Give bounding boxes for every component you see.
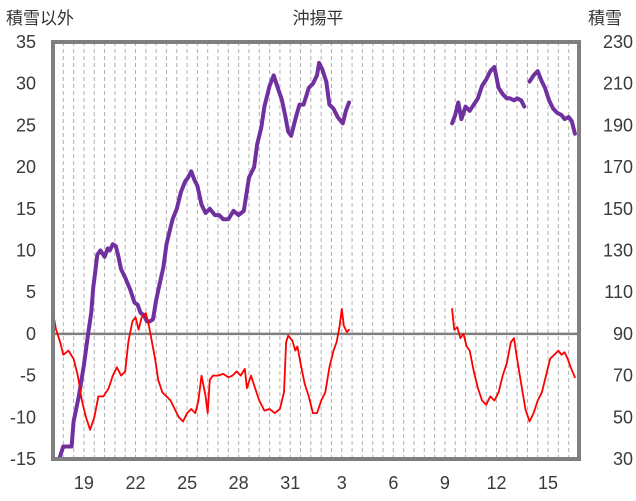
- y-left-tick-label: 15: [16, 199, 36, 219]
- y-left-tick-label: 35: [16, 32, 36, 52]
- y-left-tick-label: 0: [26, 324, 36, 344]
- x-tick-label: 19: [74, 473, 94, 493]
- y-right-tick-label: 150: [603, 199, 633, 219]
- right-axis-label: 積雪: [588, 9, 622, 29]
- plot-area-border: [51, 40, 581, 461]
- y-right-tick-label: 210: [603, 74, 633, 94]
- x-tick-label: 6: [388, 473, 398, 493]
- other-line-segment-2: [451, 308, 576, 423]
- y-right-tick-label: 130: [603, 241, 633, 261]
- x-tick-label: 3: [337, 473, 347, 493]
- y-right-tick-label: 50: [613, 407, 633, 427]
- other-line-segment-1: [52, 308, 350, 431]
- snow-depth-line-segment-3: [527, 69, 577, 136]
- y-right-tick-label: 190: [603, 115, 633, 135]
- y-left-tick-label: 30: [16, 74, 36, 94]
- snow-depth-line-segment-1: [51, 60, 351, 461]
- y-left-tick-label: 5: [26, 282, 36, 302]
- y-right-tick-label: 90: [613, 324, 633, 344]
- left-axis-label: 積雪以外: [6, 9, 74, 29]
- y-left-tick-label: -15: [10, 449, 36, 469]
- y-left-tick-label: 25: [16, 115, 36, 135]
- y-left-tick-label: -5: [20, 366, 36, 386]
- x-tick-label: 9: [440, 473, 450, 493]
- x-tick-label: 28: [229, 473, 249, 493]
- x-tick-label: 15: [538, 473, 558, 493]
- y-left-tick-label: -10: [10, 407, 36, 427]
- grid-lines: [53, 42, 579, 459]
- y-left-tick-label: 20: [16, 157, 36, 177]
- y-right-tick-label: 70: [613, 366, 633, 386]
- y-right-tick-label: 170: [603, 157, 633, 177]
- x-tick-label: 31: [280, 473, 300, 493]
- x-tick-label: 12: [486, 473, 506, 493]
- y-right-tick-label: 110: [604, 282, 633, 302]
- y-right-tick-label: 230: [603, 32, 633, 52]
- x-tick-label: 25: [177, 473, 197, 493]
- x-tick-label: 22: [125, 473, 145, 493]
- y-left-tick-label: 10: [16, 241, 36, 261]
- chart-title: 沖揚平: [293, 9, 344, 29]
- y-right-tick-label: 30: [613, 449, 633, 469]
- series-layer: [51, 60, 577, 461]
- tick-labels: -15 -10 -5 0 5 10 15 20 25 30 35 30 50 70 90 110 130 150 1…: [10, 32, 633, 493]
- snow-depth-line-segment-2: [450, 65, 527, 126]
